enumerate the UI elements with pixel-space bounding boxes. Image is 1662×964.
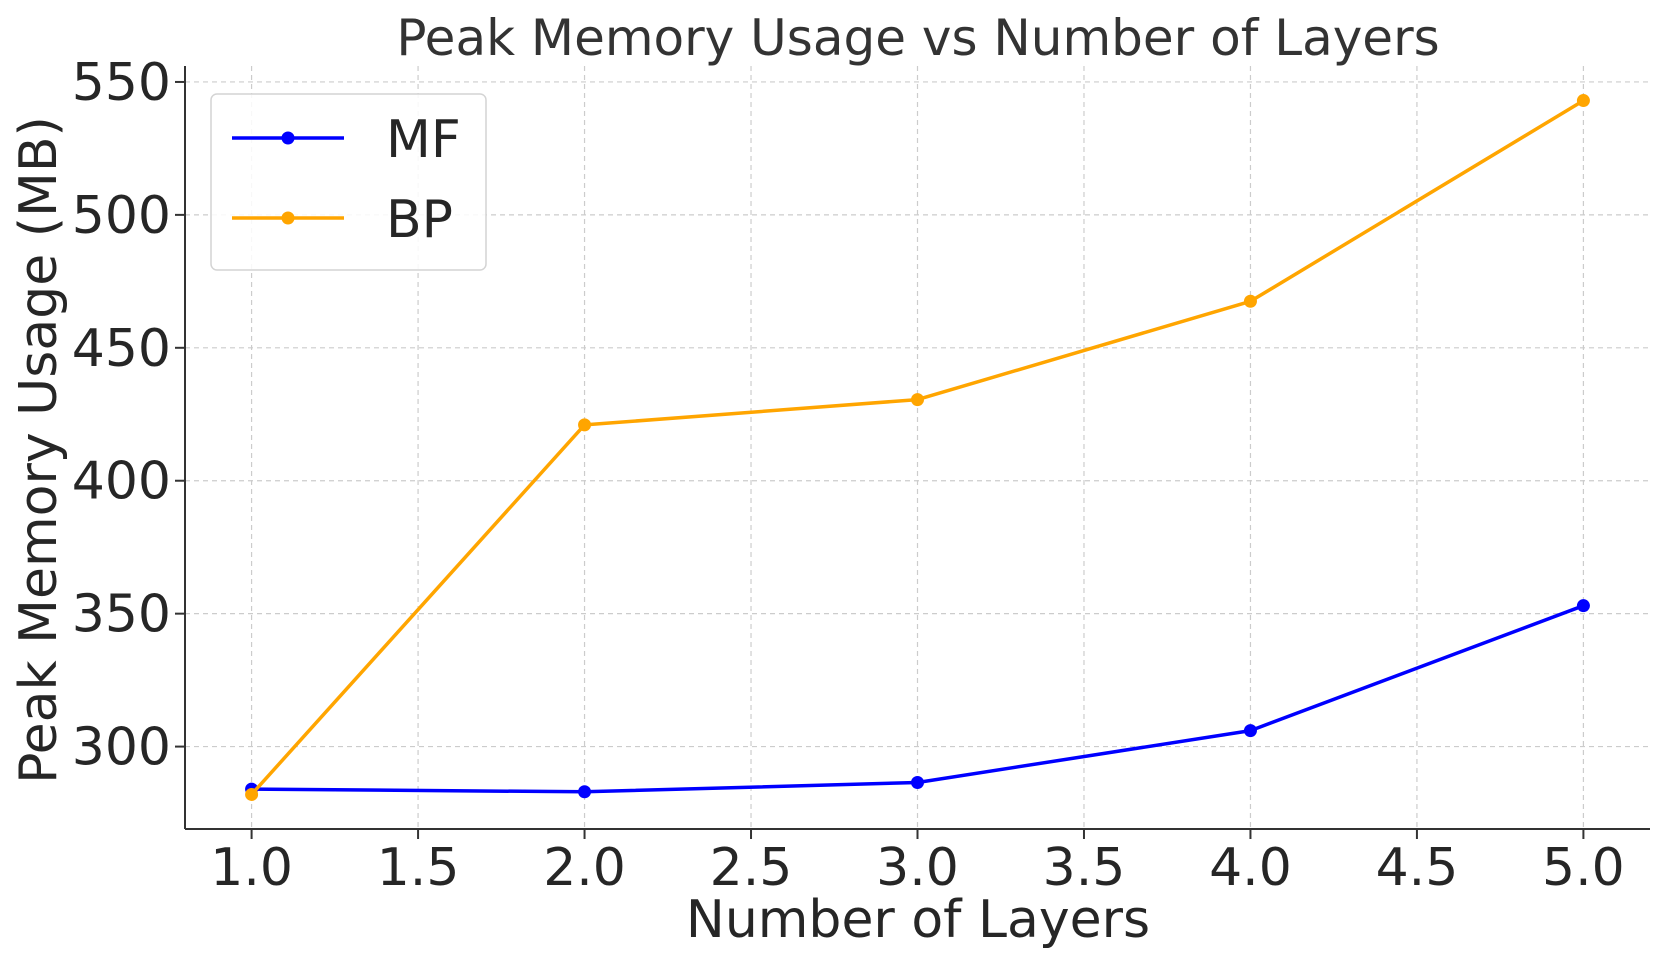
x-tick-label: 3.0 (876, 838, 959, 898)
y-axis-label: Peak Memory Usage (MB) (9, 116, 69, 784)
series-layer (245, 94, 1590, 801)
data-point-bp (245, 787, 259, 801)
y-tick-label: 500 (72, 186, 171, 246)
x-tick-label: 2.0 (543, 838, 626, 898)
data-point-bp (911, 393, 924, 407)
legend-item-bp: BP (232, 190, 453, 250)
chart-title: Peak Memory Usage vs Number of Layers (396, 9, 1439, 67)
data-point-mf (1243, 724, 1257, 738)
y-tick-label: 350 (72, 585, 171, 645)
x-tick-label: 3.5 (1043, 838, 1126, 898)
legend-item-mf: MF (232, 110, 461, 170)
y-axis-ticks: 300 350 400 450 500 550 (72, 53, 185, 778)
data-point-mf (911, 775, 924, 789)
legend-marker-mf (281, 131, 295, 145)
series-bp (245, 94, 1590, 801)
x-tick-label: 4.5 (1376, 838, 1459, 898)
legend: MF BP (210, 93, 487, 271)
y-tick-label: 300 (72, 718, 171, 778)
x-tick-label: 1.0 (210, 838, 293, 898)
data-point-bp (1576, 94, 1590, 108)
x-tick-label: 4.0 (1209, 838, 1292, 898)
data-point-bp (578, 418, 592, 432)
legend-label-mf: MF (386, 110, 461, 170)
data-point-mf (1576, 599, 1590, 613)
x-tick-label: 1.5 (377, 838, 460, 898)
x-axis-ticks: 1.0 1.5 2.0 2.5 3.0 3.5 4.0 4.5 5.0 (210, 829, 1625, 898)
data-point-mf (578, 785, 592, 799)
y-tick-label: 450 (72, 319, 171, 379)
y-tick-label: 400 (72, 452, 171, 512)
data-point-bp (1243, 294, 1257, 308)
x-axis-label: Number of Layers (686, 890, 1150, 950)
legend-label-bp: BP (386, 190, 453, 250)
x-tick-label: 5.0 (1542, 838, 1625, 898)
x-tick-label: 2.5 (710, 838, 793, 898)
y-tick-label: 550 (72, 53, 171, 113)
legend-marker-bp (281, 211, 295, 225)
